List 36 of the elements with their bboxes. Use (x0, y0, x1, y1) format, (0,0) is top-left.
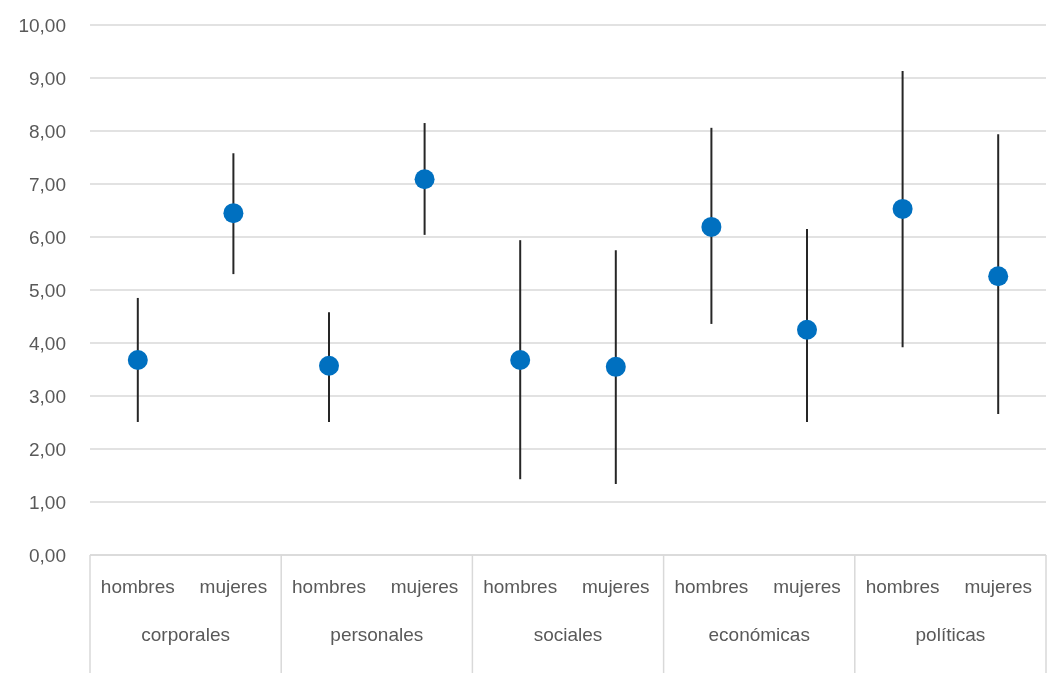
x-tick-label: mujeres (964, 576, 1032, 597)
y-tick-label: 10,00 (18, 14, 66, 36)
point (414, 169, 435, 190)
point (701, 216, 722, 237)
text: económicas (708, 624, 810, 645)
text: corporales (141, 624, 230, 645)
point (510, 349, 531, 370)
y-tick-label: 5,00 (29, 279, 66, 301)
point (319, 355, 339, 376)
y-tick-label: 4,00 (29, 332, 66, 354)
y-tick-label: 8,00 (29, 120, 66, 142)
point (223, 203, 244, 224)
point (892, 198, 913, 219)
y-tick-label: 9,00 (29, 67, 66, 89)
x-tick-label: hombres (100, 576, 175, 597)
y-tick-label: 7,00 (29, 173, 66, 195)
x-tick-label: hombres (674, 576, 749, 597)
y-tick-label: 1,00 (29, 491, 66, 513)
text: políticas (915, 624, 986, 645)
point (605, 356, 626, 377)
text: personales (330, 624, 424, 645)
y-tick-label: 3,00 (29, 385, 66, 407)
x-tick-label: hombres (292, 576, 366, 597)
x-tick-label: mujeres (199, 576, 268, 597)
x-tick-label: mujeres (773, 576, 841, 597)
point (988, 266, 1009, 287)
text: sociales (533, 624, 603, 645)
x-tick-label: hombres (483, 576, 558, 597)
point (127, 349, 148, 370)
y-tick-label: 0,00 (29, 544, 66, 566)
x-tick-label: hombres (865, 576, 940, 597)
y-tick-label: 2,00 (29, 438, 66, 460)
y-tick-label: 6,00 (29, 226, 66, 248)
point (797, 319, 817, 340)
x-tick-label: mujeres (582, 576, 650, 597)
x-tick-label: mujeres (390, 576, 459, 597)
